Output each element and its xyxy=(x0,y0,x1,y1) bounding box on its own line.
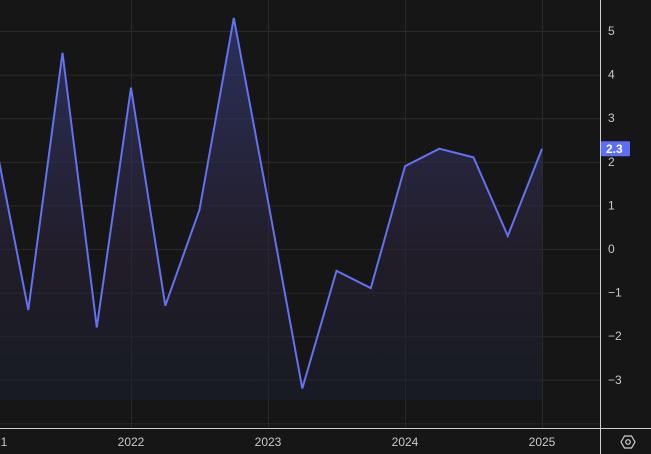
y-tick-label: −3 xyxy=(608,373,622,387)
x-tick-label: 2024 xyxy=(392,435,419,449)
series-line xyxy=(0,17,543,389)
last-value-label: 2.3 xyxy=(601,141,630,157)
series-area xyxy=(0,17,542,400)
x-tick-label: 2022 xyxy=(118,435,145,449)
y-tick-label: −2 xyxy=(608,329,622,343)
y-tick-label: 1 xyxy=(608,198,615,212)
y-tick-label: 5 xyxy=(608,24,615,38)
x-axis[interactable]: 2021 2022 2023 2024 2025 xyxy=(0,435,556,449)
y-tick-label: 4 xyxy=(608,68,615,82)
y-axis[interactable]: 5 4 3 2 1 0 −1 −2 −3 xyxy=(608,24,622,387)
y-tick-label: 2 xyxy=(608,155,615,169)
x-tick-label: 2021 xyxy=(0,435,8,449)
settings-icon[interactable] xyxy=(620,435,636,449)
y-tick-label: −1 xyxy=(608,286,622,300)
y-tick-label: 3 xyxy=(608,111,615,125)
last-value-text: 2.3 xyxy=(606,142,623,156)
x-tick-label: 2025 xyxy=(529,435,556,449)
y-tick-label: 0 xyxy=(608,242,615,256)
x-tick-label: 2023 xyxy=(255,435,282,449)
